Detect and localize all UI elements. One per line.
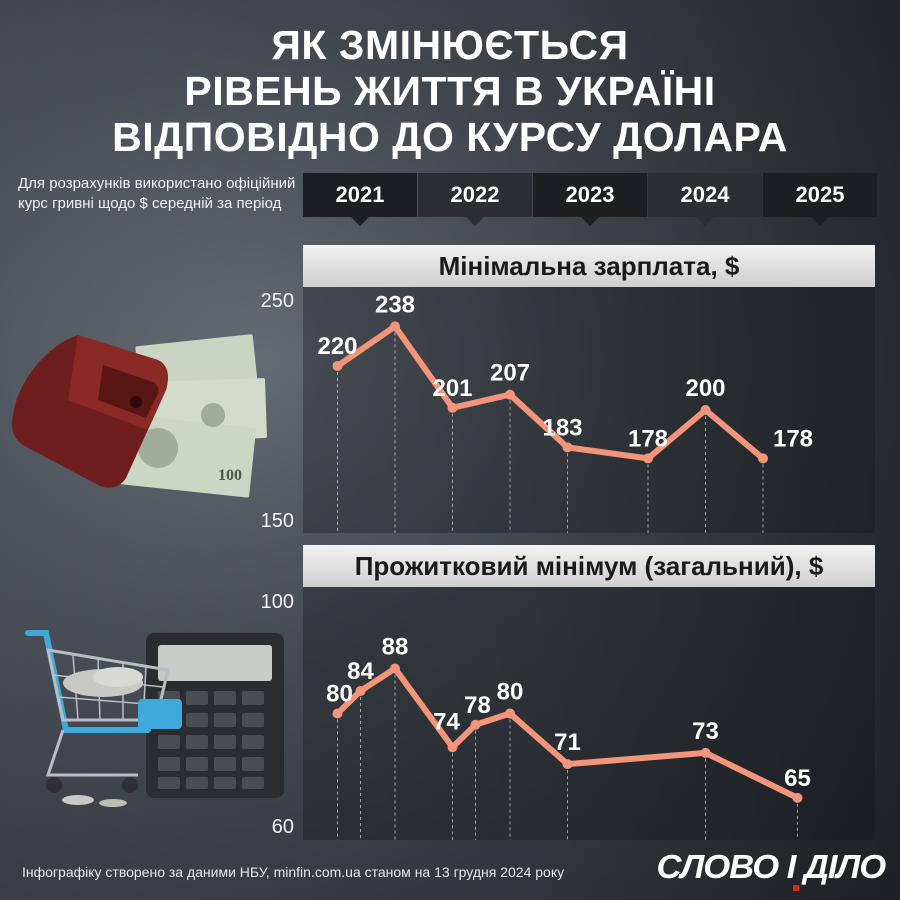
chart2-point	[792, 792, 803, 803]
chart1-data-label: 178	[773, 425, 813, 452]
chart1-data-label: 201	[432, 375, 472, 402]
title-line-1: ЯК ЗМІНЮЄТЬСЯ	[271, 22, 629, 68]
logo-accent	[793, 885, 800, 891]
chart2-point	[562, 759, 573, 770]
chart2-point	[447, 742, 458, 753]
chart2-data-label: 65	[784, 765, 811, 792]
chart2-point	[470, 719, 481, 730]
calculator-icon	[146, 633, 284, 798]
year-2023: 2023	[533, 173, 647, 226]
year-2024: 2024	[648, 173, 762, 226]
chart1-title-band: Мінімальна зарплата, $	[303, 245, 875, 287]
chart2-data-label: 88	[382, 634, 409, 661]
shopping-cart-icon	[25, 630, 182, 807]
chart1-point	[562, 442, 573, 453]
chart1-point	[447, 402, 458, 413]
chart1-data-label: 183	[542, 414, 582, 441]
chart1-series-line	[334, 323, 766, 462]
chart2-point	[355, 686, 366, 696]
chart1-data-label: 238	[375, 291, 415, 318]
chart2-data-label: 73	[692, 718, 719, 745]
title-line-3: ВІДПОВІДНО ДО КУРСУ ДОЛАРА	[112, 114, 788, 160]
year-2022: 2022	[418, 173, 532, 226]
chart2-point	[390, 663, 400, 674]
chart2-data-label: 71	[554, 729, 581, 756]
footer-source: Інфографіку створено за даними НБУ, minf…	[22, 864, 565, 880]
methodology-note: Для розрахунків використано офіційний ку…	[18, 175, 296, 212]
year-2021: 2021	[303, 173, 417, 226]
brand-logo: СЛОВО І ДІЛО	[656, 848, 887, 891]
chart2-point	[700, 747, 711, 758]
chart2-data-label: 80	[326, 681, 353, 708]
chart2-title-band: Прожитковий мінімум (загальний), $	[303, 545, 875, 587]
chart2-point	[332, 708, 343, 719]
chart1-point	[332, 361, 343, 371]
wallet-dollars-illustration: 100	[11, 334, 267, 498]
chart2-ytick-max: 100	[260, 591, 294, 613]
chart2-data-label: 78	[464, 692, 491, 719]
wallet-icon	[11, 335, 168, 488]
chart2-title: Прожитковий мінімум (загальний), $	[354, 550, 824, 581]
chart1-data-label: 220	[317, 333, 357, 360]
cart-calculator-illustration	[25, 630, 284, 807]
chart1-point	[700, 405, 711, 415]
chart2-point	[505, 708, 515, 719]
page-title: ЯК ЗМІНЮЄТЬСЯ РІВЕНЬ ЖИТТЯ В УКРАЇНІ ВІД…	[0, 22, 900, 160]
dollar-bills-icon: 100	[99, 334, 267, 498]
chart1-point	[758, 453, 768, 464]
chart1-point	[643, 453, 653, 464]
chart1-ytick-max: 250	[260, 290, 294, 312]
chart2-panel	[303, 587, 875, 840]
svg-text:100: 100	[218, 467, 242, 484]
chart1-title: Мінімальна зарплата, $	[438, 250, 740, 281]
chart2-ytick-min: 60	[271, 816, 294, 838]
chart1-ytick-min: 150	[260, 510, 294, 532]
chart1-point	[505, 389, 515, 400]
chart2-data-label: 80	[497, 679, 524, 706]
brand-logo-text: СЛОВО І ДІЛО	[656, 848, 887, 885]
title-line-2: РІВЕНЬ ЖИТТЯ В УКРАЇНІ	[184, 68, 716, 114]
chart1-point	[390, 321, 400, 332]
year-header: 2021 2022 2023 2024 2025	[303, 173, 877, 226]
year-2025: 2025	[763, 173, 877, 226]
chart2-data-label: 84	[347, 658, 374, 685]
chart1-data-label: 200	[685, 375, 725, 402]
chart1-data-label: 207	[490, 360, 530, 387]
chart2-data-label: 74	[433, 708, 460, 735]
chart1-data-label: 178	[628, 425, 668, 452]
